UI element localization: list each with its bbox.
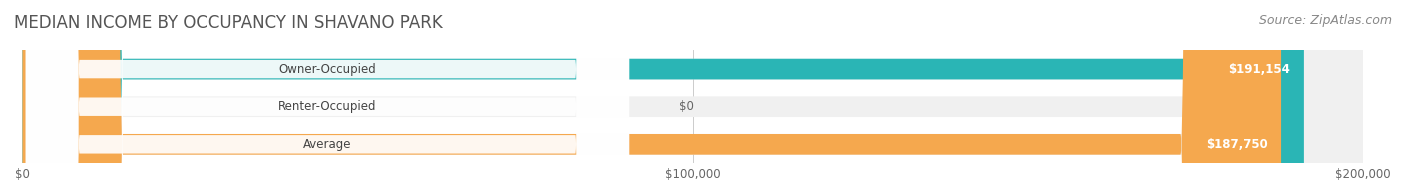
FancyBboxPatch shape xyxy=(25,0,628,196)
Text: Source: ZipAtlas.com: Source: ZipAtlas.com xyxy=(1258,14,1392,27)
Text: $191,154: $191,154 xyxy=(1229,63,1291,76)
Text: Average: Average xyxy=(304,138,352,151)
FancyBboxPatch shape xyxy=(25,0,628,196)
Text: $187,750: $187,750 xyxy=(1206,138,1268,151)
FancyBboxPatch shape xyxy=(25,0,628,196)
FancyBboxPatch shape xyxy=(22,0,1281,196)
FancyBboxPatch shape xyxy=(22,0,1303,196)
FancyBboxPatch shape xyxy=(22,0,1364,196)
FancyBboxPatch shape xyxy=(22,0,1364,196)
Text: Owner-Occupied: Owner-Occupied xyxy=(278,63,377,76)
Text: MEDIAN INCOME BY OCCUPANCY IN SHAVANO PARK: MEDIAN INCOME BY OCCUPANCY IN SHAVANO PA… xyxy=(14,14,443,32)
Text: Renter-Occupied: Renter-Occupied xyxy=(278,100,377,113)
FancyBboxPatch shape xyxy=(22,0,1364,196)
Text: $0: $0 xyxy=(679,100,695,113)
